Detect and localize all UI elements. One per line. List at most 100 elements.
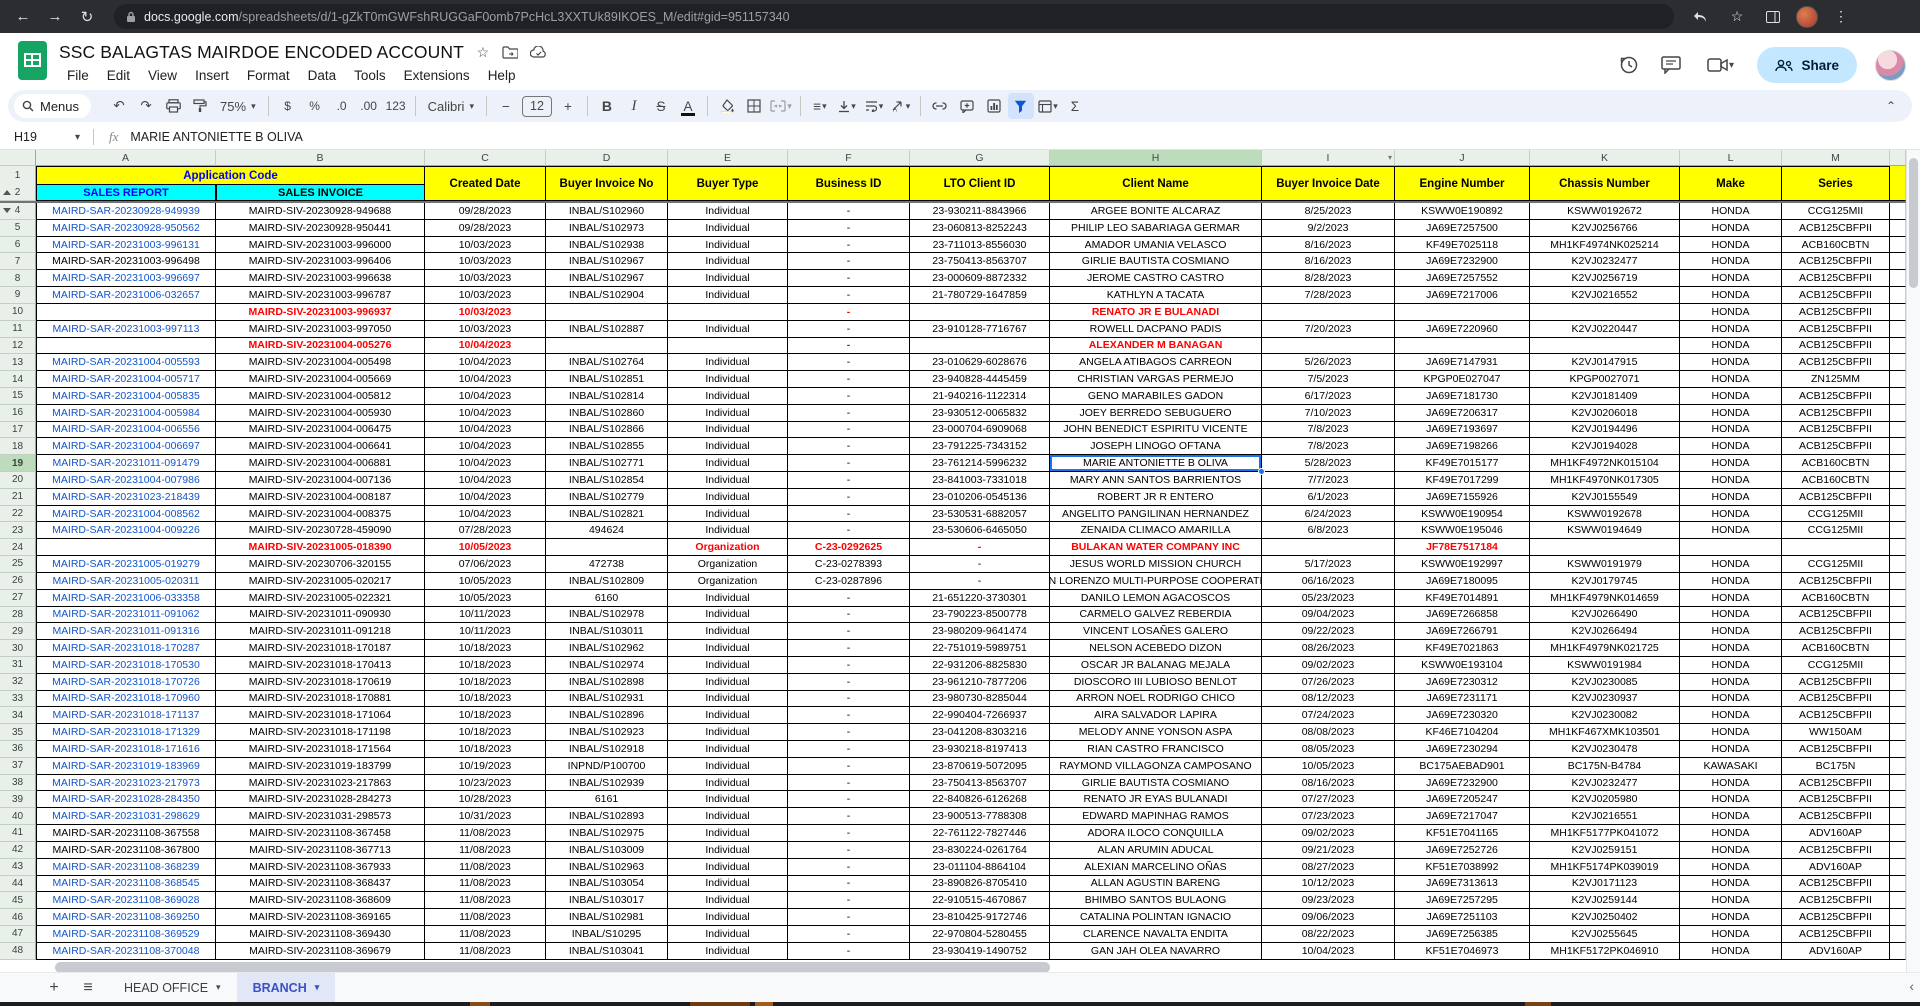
cell-lto[interactable]: 23-791225-7343152 [910,438,1050,456]
cell-make[interactable]: HONDA [1680,707,1782,725]
sheet-tab-caret-icon[interactable]: ▾ [216,982,221,992]
cell-chassis[interactable]: K2VJ0230085 [1530,673,1680,691]
cell-created[interactable]: 10/04/2023 [425,387,546,405]
cell-chassis[interactable]: K2VJ0259144 [1530,892,1680,910]
cell-type[interactable]: Individual [668,589,788,607]
cell-type[interactable]: Individual [668,892,788,910]
cell-series[interactable]: ACB125CBFPII [1782,287,1890,304]
row-header[interactable]: 19 [0,455,36,472]
cell-biz[interactable]: - [788,825,910,842]
cell-created[interactable]: 11/08/2023 [425,942,546,960]
cell-make[interactable] [1680,539,1782,557]
cell-biz[interactable]: - [788,858,910,876]
cell-chassis[interactable]: K2VJ0232477 [1530,774,1680,792]
cell-series[interactable]: ACB160CBTN [1782,640,1890,657]
cell-inv_no[interactable]: INBAL/S102855 [546,438,668,456]
cell-make[interactable]: HONDA [1680,404,1782,422]
cell-siv[interactable]: MAIRD-SIV-20231018-170619 [216,673,425,691]
cell-series[interactable]: ACB125CBFPII [1782,320,1890,338]
row-header[interactable]: 8 [0,270,36,288]
cell-lto[interactable]: 23-750413-8563707 [910,774,1050,792]
cell-client[interactable]: ARRON NOEL RODRIGO CHICO [1050,690,1262,708]
cell-series[interactable]: ADV160AP [1782,825,1890,842]
cell-lto[interactable]: 21-940216-1122314 [910,387,1050,405]
cell-make[interactable]: HONDA [1680,219,1782,237]
cell-sar[interactable]: MAIRD-SAR-20231018-171137 [36,707,216,725]
cell-type[interactable]: Individual [668,673,788,691]
bold-icon[interactable]: B [601,98,613,114]
cell-lto[interactable]: 23-750413-8563707 [910,253,1050,271]
cell-created[interactable]: 10/04/2023 [425,337,546,355]
cell-client[interactable]: VINCENT LOSAÑES GALERO [1050,623,1262,641]
cell-make[interactable]: HONDA [1680,455,1782,472]
cell-sar[interactable]: MAIRD-SAR-20231004-006697 [36,438,216,456]
cell-client[interactable]: ANGELITO PANGILINAN HERNANDEZ [1050,505,1262,523]
cell-inv_date[interactable]: 06/16/2023 [1262,572,1395,590]
cell-inv_date[interactable] [1262,539,1395,557]
cell-chassis[interactable]: MH1KF467XMK103501 [1530,724,1680,741]
font-family-select[interactable]: Calibri ▾ [427,98,474,114]
cell-client[interactable]: ARGEE BONITE ALCARAZ [1050,203,1262,220]
cell-sar[interactable]: MAIRD-SAR-20231004-007986 [36,472,216,489]
cell-biz[interactable]: - [788,387,910,405]
cell-siv[interactable]: MAIRD-SIV-20231004-007136 [216,472,425,489]
column-header-C[interactable]: C [425,150,546,166]
cell-engine[interactable]: JA69E7257295 [1395,892,1530,910]
paint-format-icon[interactable] [187,93,213,119]
cell-make[interactable]: HONDA [1680,236,1782,254]
cell-sar[interactable]: MAIRD-SAR-20231019-183969 [36,757,216,775]
cell-series[interactable]: ADV160AP [1782,942,1890,960]
cell-engine[interactable]: JA69E7147931 [1395,354,1530,372]
cell-lto[interactable]: 23-790223-8500778 [910,606,1050,624]
cell-type[interactable]: Individual [668,909,788,926]
cell-inv_no[interactable]: INBAL/S102764 [546,354,668,372]
cell-engine[interactable]: KPGP0E027047 [1395,371,1530,388]
cell-sar[interactable]: MAIRD-SAR-20231023-217973 [36,774,216,792]
cell-created[interactable]: 10/04/2023 [425,371,546,388]
row-header[interactable]: 22 [0,505,36,523]
cell-lto[interactable] [910,337,1050,355]
cell-biz[interactable]: - [788,270,910,288]
cell-chassis[interactable]: K2VJ0216551 [1530,808,1680,826]
cell-inv_no[interactable] [546,539,668,557]
cell-type[interactable]: Individual [668,707,788,725]
cell-created[interactable]: 10/03/2023 [425,236,546,254]
cell-lto[interactable]: 23-940828-4445459 [910,371,1050,388]
cell-siv[interactable]: MAIRD-SIV-20231004-006475 [216,421,425,439]
cell-inv_no[interactable]: 6161 [546,791,668,809]
cell-type[interactable]: Individual [668,371,788,388]
cell-sar[interactable]: MAIRD-SAR-20231011-091479 [36,455,216,472]
cell-client[interactable]: ZENAIDA CLIMACO AMARILLA [1050,522,1262,540]
cell-engine[interactable]: JA69E7217006 [1395,287,1530,304]
cell-siv[interactable]: MAIRD-SIV-20231003-996406 [216,253,425,271]
cell-biz[interactable]: C-23-0278393 [788,556,910,573]
row-header[interactable]: 41 [0,825,36,842]
share-button[interactable]: Share [1757,47,1857,83]
cell-client[interactable]: KATHLYN A TACATA [1050,287,1262,304]
cell-inv_no[interactable]: INBAL/S102821 [546,505,668,523]
cell-series[interactable]: CCG125MII [1782,203,1890,220]
row-header[interactable]: 38 [0,774,36,792]
cell-chassis[interactable]: K2VJ0171123 [1530,875,1680,893]
cell-lto[interactable]: 23-000704-6909068 [910,421,1050,439]
cell-biz[interactable]: - [788,892,910,910]
cell-siv[interactable]: MAIRD-SIV-20231004-008187 [216,488,425,506]
cell-inv_no[interactable]: INBAL/S103017 [546,892,668,910]
meet-video-icon[interactable]: ▾ [1701,53,1739,77]
cell-chassis[interactable]: KSWW0191979 [1530,556,1680,573]
cell-engine[interactable]: JA69E7217047 [1395,808,1530,826]
row-header[interactable]: 35 [0,724,36,741]
row-header[interactable]: 14 [0,371,36,388]
cell-inv_date[interactable]: 7/8/2023 [1262,438,1395,456]
cell-make[interactable]: HONDA [1680,387,1782,405]
cell-chassis[interactable]: K2VJ0216552 [1530,287,1680,304]
format-percent-icon[interactable]: % [309,99,320,113]
cell-type[interactable]: Individual [668,640,788,657]
row-header[interactable]: 42 [0,841,36,859]
insert-comment-icon[interactable] [954,93,980,119]
cell-type[interactable]: Individual [668,387,788,405]
cell-client[interactable]: BULAKAN WATER COMPANY INC [1050,539,1262,557]
cell-biz[interactable]: - [788,219,910,237]
row-header[interactable]: 7 [0,253,36,271]
cell-inv_date[interactable]: 08/05/2023 [1262,741,1395,758]
